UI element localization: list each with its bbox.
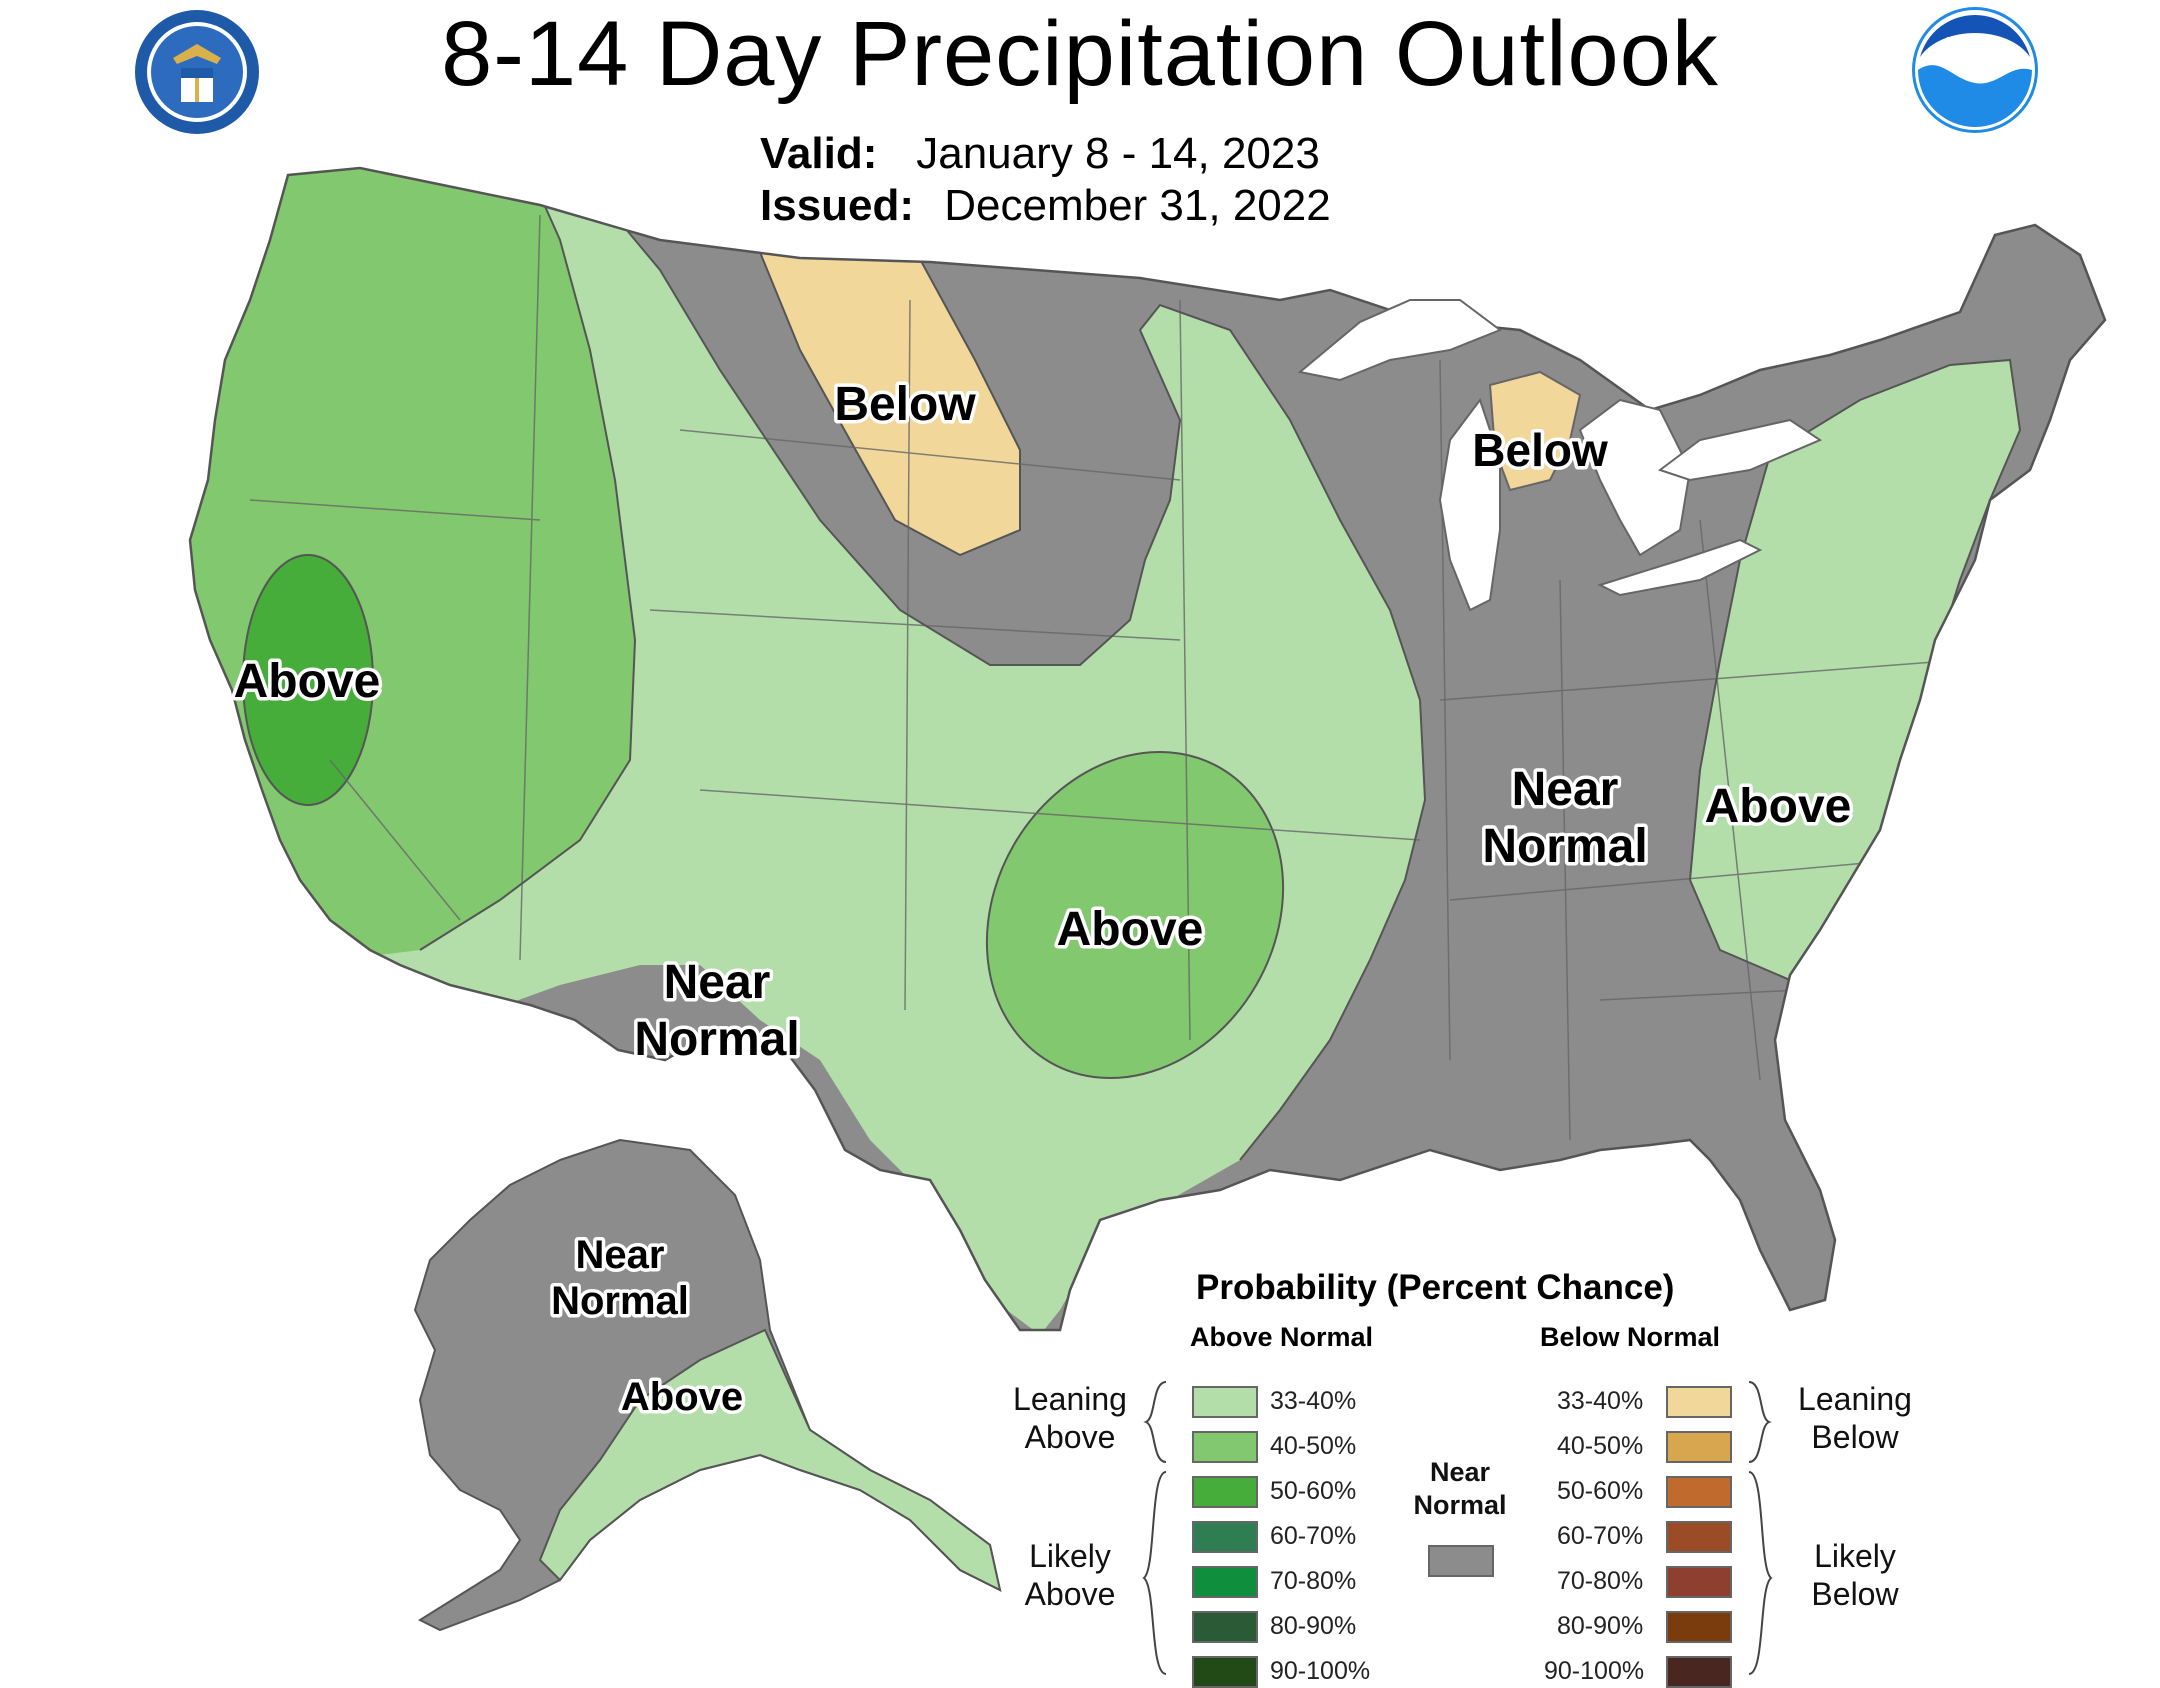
leaning-above-line2: Above bbox=[1024, 1419, 1116, 1455]
label-east-normal: Normal bbox=[1482, 820, 1647, 873]
label-michigan-below: Below bbox=[1472, 424, 1608, 476]
legend-below-swatch bbox=[1666, 1386, 1732, 1418]
commerce-seal-icon bbox=[135, 10, 259, 134]
issued-label: Issued: bbox=[760, 181, 915, 230]
alaska bbox=[413, 1138, 1002, 1632]
likely-above-line2: Above bbox=[1024, 1576, 1116, 1612]
above-50-60-region bbox=[242, 554, 374, 806]
leaning-above-line1: Leaning bbox=[1013, 1381, 1127, 1417]
likely-below-label: Likely Below bbox=[1780, 1537, 1930, 1613]
legend-above-label: 40-50% bbox=[1270, 1432, 1357, 1460]
legend-above-label: 90-100% bbox=[1270, 1657, 1371, 1685]
legend-below-label: 50-60% bbox=[1557, 1477, 1644, 1505]
legend-above-swatch bbox=[1192, 1386, 1258, 1418]
legend-title: Probability (Percent Chance) bbox=[1196, 1268, 1675, 1307]
near-normal-swatch bbox=[1428, 1545, 1494, 1577]
issued-line: Issued: December 31, 2022 bbox=[760, 180, 1331, 232]
legend-below-swatch bbox=[1666, 1566, 1732, 1598]
conus-outline bbox=[188, 166, 2107, 1332]
label-alaska-above: Above bbox=[621, 1375, 743, 1419]
label-alaska-normal: Normal bbox=[551, 1279, 689, 1323]
map-labels: Above Below Below Above Near Normal Abov… bbox=[230, 375, 1855, 1423]
page-title: 8-14 Day Precipitation Outlook bbox=[441, 3, 1719, 105]
legend-below-label: 70-80% bbox=[1557, 1567, 1644, 1595]
likely-below-line2: Below bbox=[1811, 1576, 1899, 1612]
legend-below-header: Below Normal bbox=[1540, 1322, 1721, 1352]
sw-near-normal-region bbox=[505, 965, 860, 1160]
above-40-50-south-region bbox=[985, 750, 1285, 1080]
valid-value: January 8 - 14, 2023 bbox=[916, 129, 1320, 178]
valid-label: Valid: bbox=[760, 129, 878, 178]
michigan-below-region bbox=[1488, 370, 1582, 492]
issued-value: December 31, 2022 bbox=[944, 181, 1331, 230]
legend-below-label: 33-40% bbox=[1557, 1387, 1644, 1415]
near-normal-line1: Near bbox=[1429, 1457, 1491, 1487]
legend-above-label: 50-60% bbox=[1270, 1477, 1357, 1505]
label-sw-normal: Normal bbox=[634, 1013, 799, 1066]
great-lakes bbox=[1297, 299, 1823, 612]
legend-below-label: 90-100% bbox=[1544, 1657, 1645, 1685]
leaning-above-label: Leaning Above bbox=[1000, 1380, 1140, 1456]
legend-below-swatch bbox=[1666, 1611, 1732, 1643]
legend-above-label: 33-40% bbox=[1270, 1387, 1357, 1415]
label-north-below: Below bbox=[834, 378, 976, 431]
legend-below-label: 60-70% bbox=[1557, 1522, 1644, 1550]
legend-above-swatch bbox=[1192, 1566, 1258, 1598]
leaning-below-line2: Below bbox=[1811, 1419, 1899, 1455]
leaning-below-line1: Leaning bbox=[1798, 1381, 1912, 1417]
legend-below-label: 40-50% bbox=[1557, 1432, 1644, 1460]
legend-above-label: 60-70% bbox=[1270, 1522, 1357, 1550]
above-40-50-west-region bbox=[190, 168, 635, 960]
legend-above-label: 70-80% bbox=[1270, 1567, 1357, 1595]
below-north-region bbox=[753, 238, 1021, 557]
label-sw-near: Near bbox=[664, 956, 771, 1009]
legend-above-header: Above Normal bbox=[1190, 1322, 1374, 1352]
legend-above-swatch bbox=[1192, 1476, 1258, 1508]
legend-below-swatch bbox=[1666, 1476, 1732, 1508]
near-normal-legend-label: Near Normal bbox=[1400, 1456, 1520, 1522]
legend-below-swatch bbox=[1666, 1431, 1732, 1463]
leaning-above-east-region bbox=[1690, 360, 2020, 980]
legend-above-swatch bbox=[1192, 1431, 1258, 1463]
legend-below-swatch bbox=[1666, 1521, 1732, 1553]
legend-above-braces bbox=[1142, 1381, 1167, 1675]
state-borders bbox=[249, 214, 1961, 1141]
likely-above-line1: Likely bbox=[1029, 1538, 1111, 1574]
near-normal-line2: Normal bbox=[1413, 1490, 1507, 1520]
legend-above-label: 80-90% bbox=[1270, 1612, 1357, 1640]
legend-below-braces bbox=[1748, 1381, 1773, 1675]
legend-above-swatch bbox=[1192, 1521, 1258, 1553]
valid-line: Valid: January 8 - 14, 2023 bbox=[760, 128, 1320, 180]
noaa-logo-text: NOAA bbox=[1946, 34, 2005, 56]
label-alaska-near: Near bbox=[576, 1233, 665, 1277]
label-east-near: Near bbox=[1512, 763, 1619, 816]
label-west-above: Above bbox=[234, 655, 381, 708]
legend-below-swatch bbox=[1666, 1656, 1732, 1688]
leaning-below-label: Leaning Below bbox=[1780, 1380, 1930, 1456]
noaa-logo-icon: NOAA bbox=[1912, 7, 2038, 133]
label-south-above: Above bbox=[1057, 903, 1204, 956]
legend-above-swatch bbox=[1192, 1611, 1258, 1643]
legend-below-label: 80-90% bbox=[1557, 1612, 1644, 1640]
likely-below-line1: Likely bbox=[1814, 1538, 1896, 1574]
label-southeast-above: Above bbox=[1705, 780, 1852, 833]
legend-above-swatch bbox=[1192, 1656, 1258, 1688]
likely-above-label: Likely Above bbox=[1000, 1537, 1140, 1613]
